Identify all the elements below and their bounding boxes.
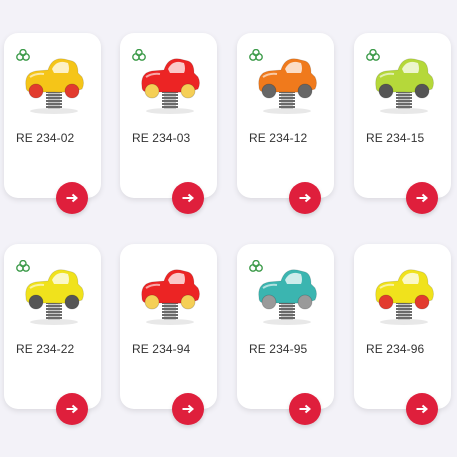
view-product-button[interactable] bbox=[56, 182, 88, 214]
arrow-right-icon bbox=[182, 193, 194, 203]
product-code: RE 234-02 bbox=[16, 131, 75, 145]
product-code: RE 234-96 bbox=[366, 342, 425, 356]
eco-leaves-icon bbox=[249, 49, 263, 61]
arrow-right-icon bbox=[299, 193, 311, 203]
product-image[interactable] bbox=[362, 254, 442, 326]
product-card[interactable]: RE 234-94 bbox=[120, 244, 217, 425]
eco-leaves-icon bbox=[132, 49, 146, 61]
product-image[interactable] bbox=[245, 43, 325, 115]
product-image[interactable] bbox=[12, 43, 92, 115]
product-code: RE 234-94 bbox=[132, 342, 191, 356]
arrow-right-icon bbox=[299, 404, 311, 414]
view-product-button[interactable] bbox=[406, 182, 438, 214]
product-code: RE 234-22 bbox=[16, 342, 75, 356]
view-product-button[interactable] bbox=[172, 182, 204, 214]
product-card[interactable]: RE 234-95 bbox=[237, 244, 334, 425]
arrow-right-icon bbox=[416, 193, 428, 203]
arrow-right-icon bbox=[182, 404, 194, 414]
product-image[interactable] bbox=[128, 254, 208, 326]
product-card[interactable]: RE 234-02 bbox=[4, 33, 101, 214]
product-code: RE 234-03 bbox=[132, 131, 191, 145]
view-product-button[interactable] bbox=[56, 393, 88, 425]
product-code: RE 234-95 bbox=[249, 342, 308, 356]
eco-leaves-icon bbox=[366, 49, 380, 61]
product-code: RE 234-12 bbox=[249, 131, 308, 145]
product-card[interactable]: RE 234-03 bbox=[120, 33, 217, 214]
product-image[interactable] bbox=[245, 254, 325, 326]
eco-leaves-icon bbox=[16, 49, 30, 61]
arrow-right-icon bbox=[66, 404, 78, 414]
eco-leaves-icon bbox=[249, 260, 263, 272]
view-product-button[interactable] bbox=[289, 182, 321, 214]
product-card[interactable]: RE 234-22 bbox=[4, 244, 101, 425]
view-product-button[interactable] bbox=[172, 393, 204, 425]
product-code: RE 234-15 bbox=[366, 131, 425, 145]
product-image[interactable] bbox=[12, 254, 92, 326]
product-card[interactable]: RE 234-12 bbox=[237, 33, 334, 214]
product-image[interactable] bbox=[128, 43, 208, 115]
product-card[interactable]: RE 234-96 bbox=[354, 244, 451, 425]
product-card[interactable]: RE 234-15 bbox=[354, 33, 451, 214]
view-product-button[interactable] bbox=[406, 393, 438, 425]
view-product-button[interactable] bbox=[289, 393, 321, 425]
arrow-right-icon bbox=[66, 193, 78, 203]
eco-leaves-icon bbox=[16, 260, 30, 272]
arrow-right-icon bbox=[416, 404, 428, 414]
product-image[interactable] bbox=[362, 43, 442, 115]
